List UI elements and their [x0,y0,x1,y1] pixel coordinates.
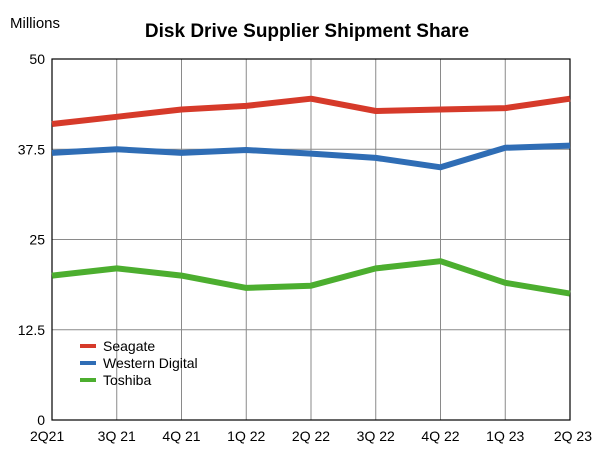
y-tick-label: 37.5 [18,141,45,157]
legend-label-toshiba: Toshiba [103,372,151,388]
chart-title: Disk Drive Supplier Shipment Share [145,21,469,42]
series-line-toshiba [51,258,571,297]
series-line-western-digital [51,142,571,171]
x-tick-label: 3Q 21 [98,428,136,444]
x-tick-label: 3Q 22 [357,428,395,444]
y-axis-unit-label: Millions [10,15,60,32]
series-line-seagate [51,95,571,127]
x-tick-label: 2Q 22 [292,428,330,444]
y-tick-label: 50 [29,51,45,67]
legend-label-seagate: Seagate [103,338,155,354]
x-tick-label: 2Q 23 [554,428,592,444]
x-tick-label: 4Q 22 [421,428,459,444]
x-tick-label: 1Q 23 [486,428,524,444]
series-lines [51,95,571,297]
legend-label-western-digital: Western Digital [103,355,198,371]
x-tick-label: 2Q21 [30,428,64,444]
y-tick-label: 25 [29,232,45,248]
plot-area-border [51,58,571,421]
y-axis-ticks: 0 12.5 25 37.5 50 [18,51,45,428]
x-axis-ticks: 2Q21 3Q 21 4Q 21 1Q 22 2Q 22 3Q 22 4Q 22 1Q 23 2… [30,428,592,444]
gridlines [52,59,570,420]
y-tick-label: 0 [37,412,45,428]
x-tick-label: 4Q 21 [162,428,200,444]
y-tick-label: 12.5 [18,322,45,338]
x-tick-label: 1Q 22 [227,428,265,444]
